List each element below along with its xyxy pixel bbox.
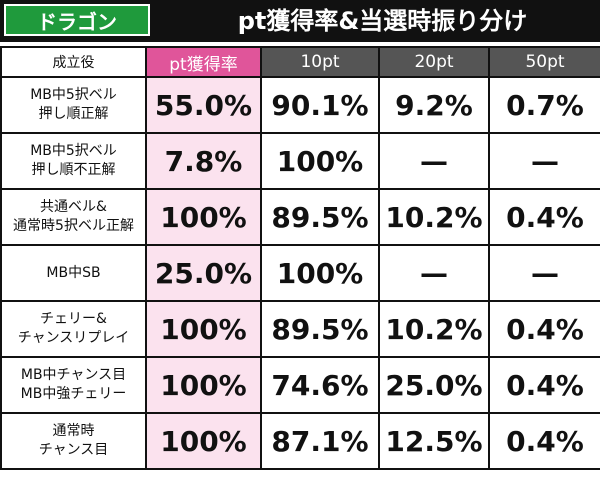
label-line: チャンスリプレイ — [17, 330, 130, 346]
value-cell: — — [378, 132, 490, 190]
column-header: 50pt — [488, 46, 600, 78]
table-row: MB中チャンス目 MB中強チェリー 100% 74.6% 25.0% 0.4% — [0, 356, 600, 414]
value-cell: 100% — [260, 132, 380, 190]
value-cell: 0.7% — [488, 76, 600, 134]
row-label: 共通ベル& 通常時5択ベル正解 — [0, 188, 147, 246]
row-label: MB中5択ベル 押し順不正解 — [0, 132, 147, 190]
label-line: 押し順正解 — [38, 106, 109, 122]
value-cell: 9.2% — [378, 76, 490, 134]
value-cell: 0.4% — [488, 300, 600, 358]
value-cell: 0.4% — [488, 356, 600, 414]
row-label: 通常時 チャンス目 — [0, 412, 147, 470]
label-line: 共通ベル& — [40, 199, 107, 215]
row-label: MB中チャンス目 MB中強チェリー — [0, 356, 147, 414]
value-cell: 87.1% — [260, 412, 380, 470]
table-row: 共通ベル& 通常時5択ベル正解 100% 89.5% 10.2% 0.4% — [0, 188, 600, 246]
value-cell: 100% — [145, 300, 262, 358]
table-row: MB中5択ベル 押し順不正解 7.8% 100% — — — [0, 132, 600, 190]
page-title: pt獲得率&当選時振り分け — [237, 7, 528, 35]
value-cell: 0.4% — [488, 188, 600, 246]
label-line: 通常時5択ベル正解 — [13, 218, 134, 234]
table-row: チェリー& チャンスリプレイ 100% 89.5% 10.2% 0.4% — [0, 300, 600, 358]
value-cell: 25.0% — [378, 356, 490, 414]
row-label: チェリー& チャンスリプレイ — [0, 300, 147, 358]
value-cell: 89.5% — [260, 300, 380, 358]
label-line: チェリー& — [40, 311, 107, 327]
value-cell: 7.8% — [145, 132, 262, 190]
value-cell: 10.2% — [378, 188, 490, 246]
table-row: MB中SB 25.0% 100% — — — [0, 244, 600, 302]
column-header: 成立役 — [0, 46, 147, 78]
value-cell: — — [488, 244, 600, 302]
column-header: 20pt — [378, 46, 490, 78]
machine-tag: ドラゴン — [4, 4, 150, 36]
value-cell: — — [488, 132, 600, 190]
label-line: 通常時 — [52, 423, 95, 439]
column-header: 10pt — [260, 46, 380, 78]
label-line: MB中チャンス目 — [20, 367, 127, 383]
value-cell: 74.6% — [260, 356, 380, 414]
label-line: チャンス目 — [38, 442, 109, 458]
value-cell: 90.1% — [260, 76, 380, 134]
header-row: 成立役 pt獲得率 10pt 20pt 50pt — [0, 46, 600, 78]
header-bar: ドラゴン pt獲得率&当選時振り分け — [0, 0, 600, 42]
value-cell: 100% — [145, 356, 262, 414]
label-line: MB中SB — [46, 264, 101, 281]
table-row: 通常時 チャンス目 100% 87.1% 12.5% 0.4% — [0, 412, 600, 470]
label-line: 押し順不正解 — [31, 162, 116, 178]
value-cell: 12.5% — [378, 412, 490, 470]
label-line: MB中強チェリー — [20, 386, 127, 402]
value-cell: 100% — [260, 244, 380, 302]
value-cell: 89.5% — [260, 188, 380, 246]
column-header: pt獲得率 — [145, 46, 262, 78]
value-cell: 100% — [145, 188, 262, 246]
value-cell: 10.2% — [378, 300, 490, 358]
label-line: MB中5択ベル — [30, 87, 117, 103]
row-label: MB中SB — [0, 244, 147, 302]
value-cell: 0.4% — [488, 412, 600, 470]
table-row: MB中5択ベル 押し順正解 55.0% 90.1% 9.2% 0.7% — [0, 76, 600, 134]
value-cell: 100% — [145, 412, 262, 470]
label-line: MB中5択ベル — [30, 143, 117, 159]
value-cell: 55.0% — [145, 76, 262, 134]
row-label: MB中5択ベル 押し順正解 — [0, 76, 147, 134]
rate-table: 成立役 pt獲得率 10pt 20pt 50pt MB中5択ベル 押し順正解 55.0% 90.… — [0, 46, 600, 470]
value-cell: 25.0% — [145, 244, 262, 302]
value-cell: — — [378, 244, 490, 302]
